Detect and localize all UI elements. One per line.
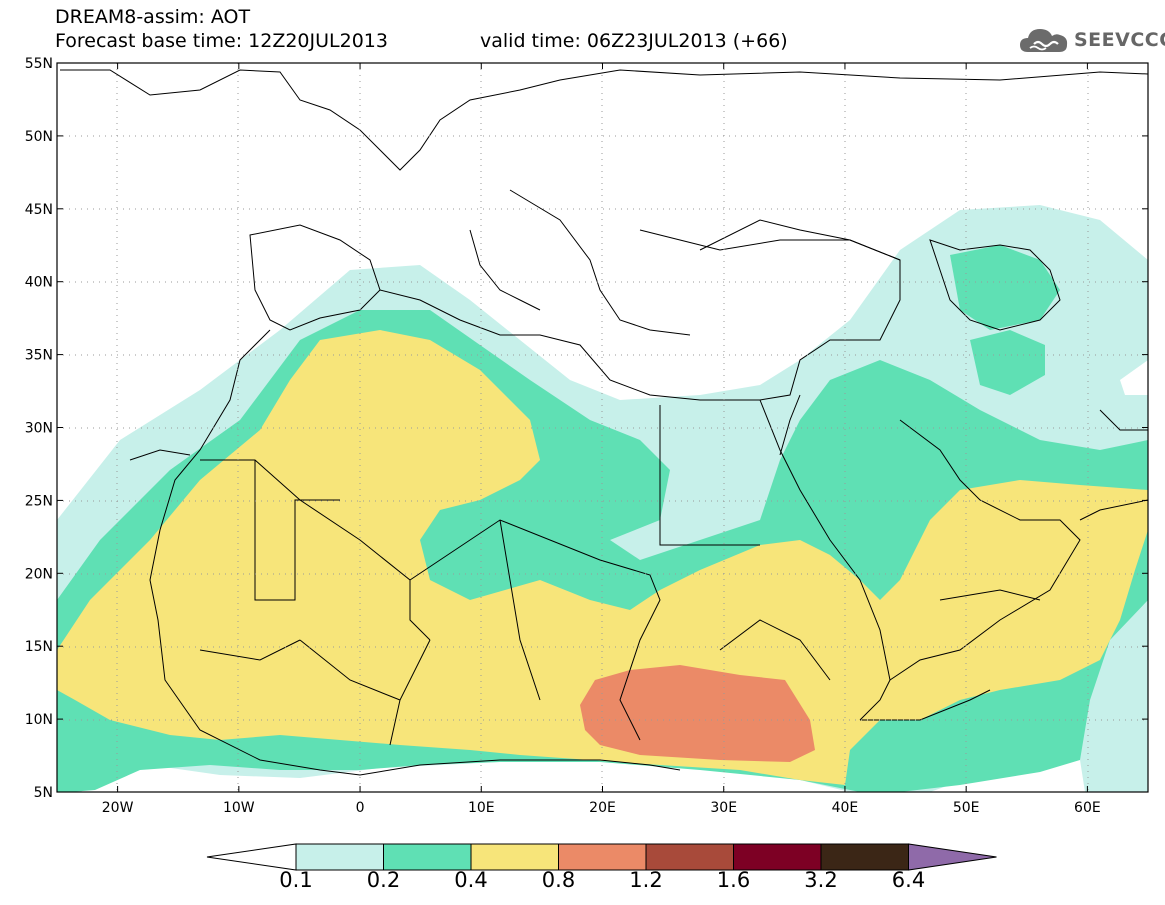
lon-label: 60E [1074,800,1101,816]
colorbar-swatch [820,843,909,871]
lon-label: 20W [102,800,134,816]
colorbar [206,843,997,871]
aot-contour-0-4 [57,330,1148,785]
lat-label: 40N [25,275,53,291]
colorbar-swatch [470,843,559,871]
lat-label: 50N [25,129,53,145]
colorbar-under-triangle [206,843,297,871]
colorbar-label: 6.4 [891,868,926,892]
lon-label: 40E [832,800,859,816]
lat-label: 15N [25,639,53,655]
lat-label: 30N [25,421,53,437]
aot-contour-0-8 [580,665,815,762]
colorbar-swatch [733,843,822,871]
colorbar-label: 0.4 [454,868,488,892]
lat-label: 10N [25,712,53,728]
colorbar-swatch [645,843,734,871]
forecast-base-time: Forecast base time: 12Z20JUL2013 [55,30,388,52]
longitude-labels: 20W 10W 0 10E 20E 30E 40E 50E 60E [102,800,1101,816]
colorbar-swatch [558,843,647,871]
lat-label: 35N [25,348,53,364]
colorbar-label: 1.6 [716,868,751,892]
colorbar-over-triangle [908,843,997,871]
colorbar-label: 0.8 [541,868,576,892]
lon-label: 30E [710,800,737,816]
lon-label: 10W [223,800,255,816]
axis-ticks [57,62,1148,793]
lon-label: 0 [356,800,365,816]
lat-label: 45N [25,202,53,218]
aot-field [57,63,1148,792]
colorbar-label: 3.2 [804,868,838,892]
valid-time: valid time: 06Z23JUL2013 (+66) [480,30,788,52]
lat-label: 25N [25,493,53,509]
lat-label: 5N [34,785,53,801]
map-title: DREAM8-assim: AOT [55,6,251,28]
colorbar-label: 0.1 [279,868,313,892]
lon-label: 20E [589,800,616,816]
lon-label: 10E [468,800,495,816]
latitude-labels: 55N 50N 45N 40N 35N 30N 25N 20N 15N 10N 5N [25,56,53,801]
cloud-icon [1020,29,1068,52]
logo-text: SEEVCCC [1074,29,1165,51]
lat-label: 55N [25,56,53,72]
coastlines [60,69,1148,776]
lat-label: 20N [25,566,53,582]
colorbar-label: 1.2 [629,868,663,892]
lon-label: 50E [953,800,980,816]
colorbar-swatch [295,843,384,871]
colorbar-label: 0.2 [366,868,401,892]
colorbar-swatch [383,843,472,871]
seevccc-logo: SEEVCCC [1018,20,1165,60]
